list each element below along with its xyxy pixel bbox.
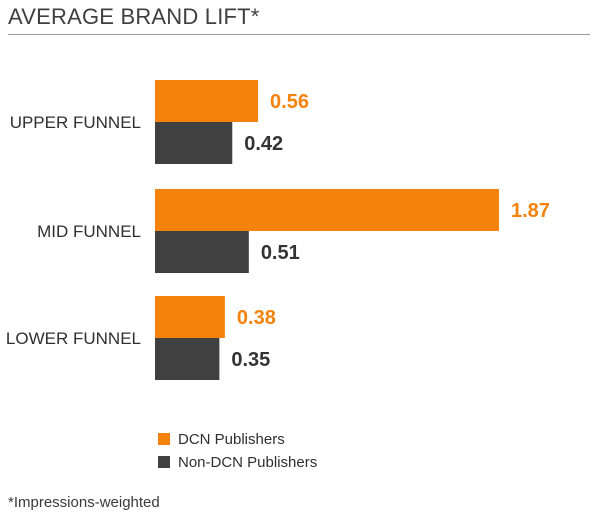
value-label-non-dcn: 0.35 [231, 349, 270, 371]
category-label: MID FUNNEL [37, 222, 141, 241]
bar-chart: UPPER FUNNEL 0.56 0.42 MID FUNNEL 1.87 0.51 LO… [6, 80, 550, 380]
bar-non-dcn [155, 122, 233, 164]
chart-title: AVERAGE BRAND LIFT* [8, 4, 260, 29]
bar-dcn [155, 189, 499, 231]
value-label-dcn: 0.56 [270, 91, 309, 113]
value-label-dcn: 1.87 [511, 200, 550, 222]
bar-non-dcn [155, 231, 249, 273]
legend-item-dcn: DCN Publishers [158, 428, 317, 450]
legend-label-dcn: DCN Publishers [178, 430, 285, 448]
legend-swatch-non-dcn [158, 456, 170, 468]
title-divider [8, 34, 590, 35]
category-label: UPPER FUNNEL [10, 113, 141, 132]
value-label-non-dcn: 0.51 [261, 242, 300, 264]
category-label: LOWER FUNNEL [6, 329, 141, 348]
footnote: *Impressions-weighted [8, 494, 160, 511]
legend: DCN Publishers Non-DCN Publishers [158, 428, 317, 474]
value-label-dcn: 0.38 [237, 307, 276, 329]
value-label-non-dcn: 0.42 [244, 133, 283, 155]
bar-dcn [155, 296, 225, 338]
bar-non-dcn [155, 338, 220, 380]
legend-item-non-dcn: Non-DCN Publishers [158, 451, 317, 473]
legend-label-non-dcn: Non-DCN Publishers [178, 453, 318, 471]
bar-dcn [155, 80, 259, 122]
legend-swatch-dcn [158, 433, 170, 445]
